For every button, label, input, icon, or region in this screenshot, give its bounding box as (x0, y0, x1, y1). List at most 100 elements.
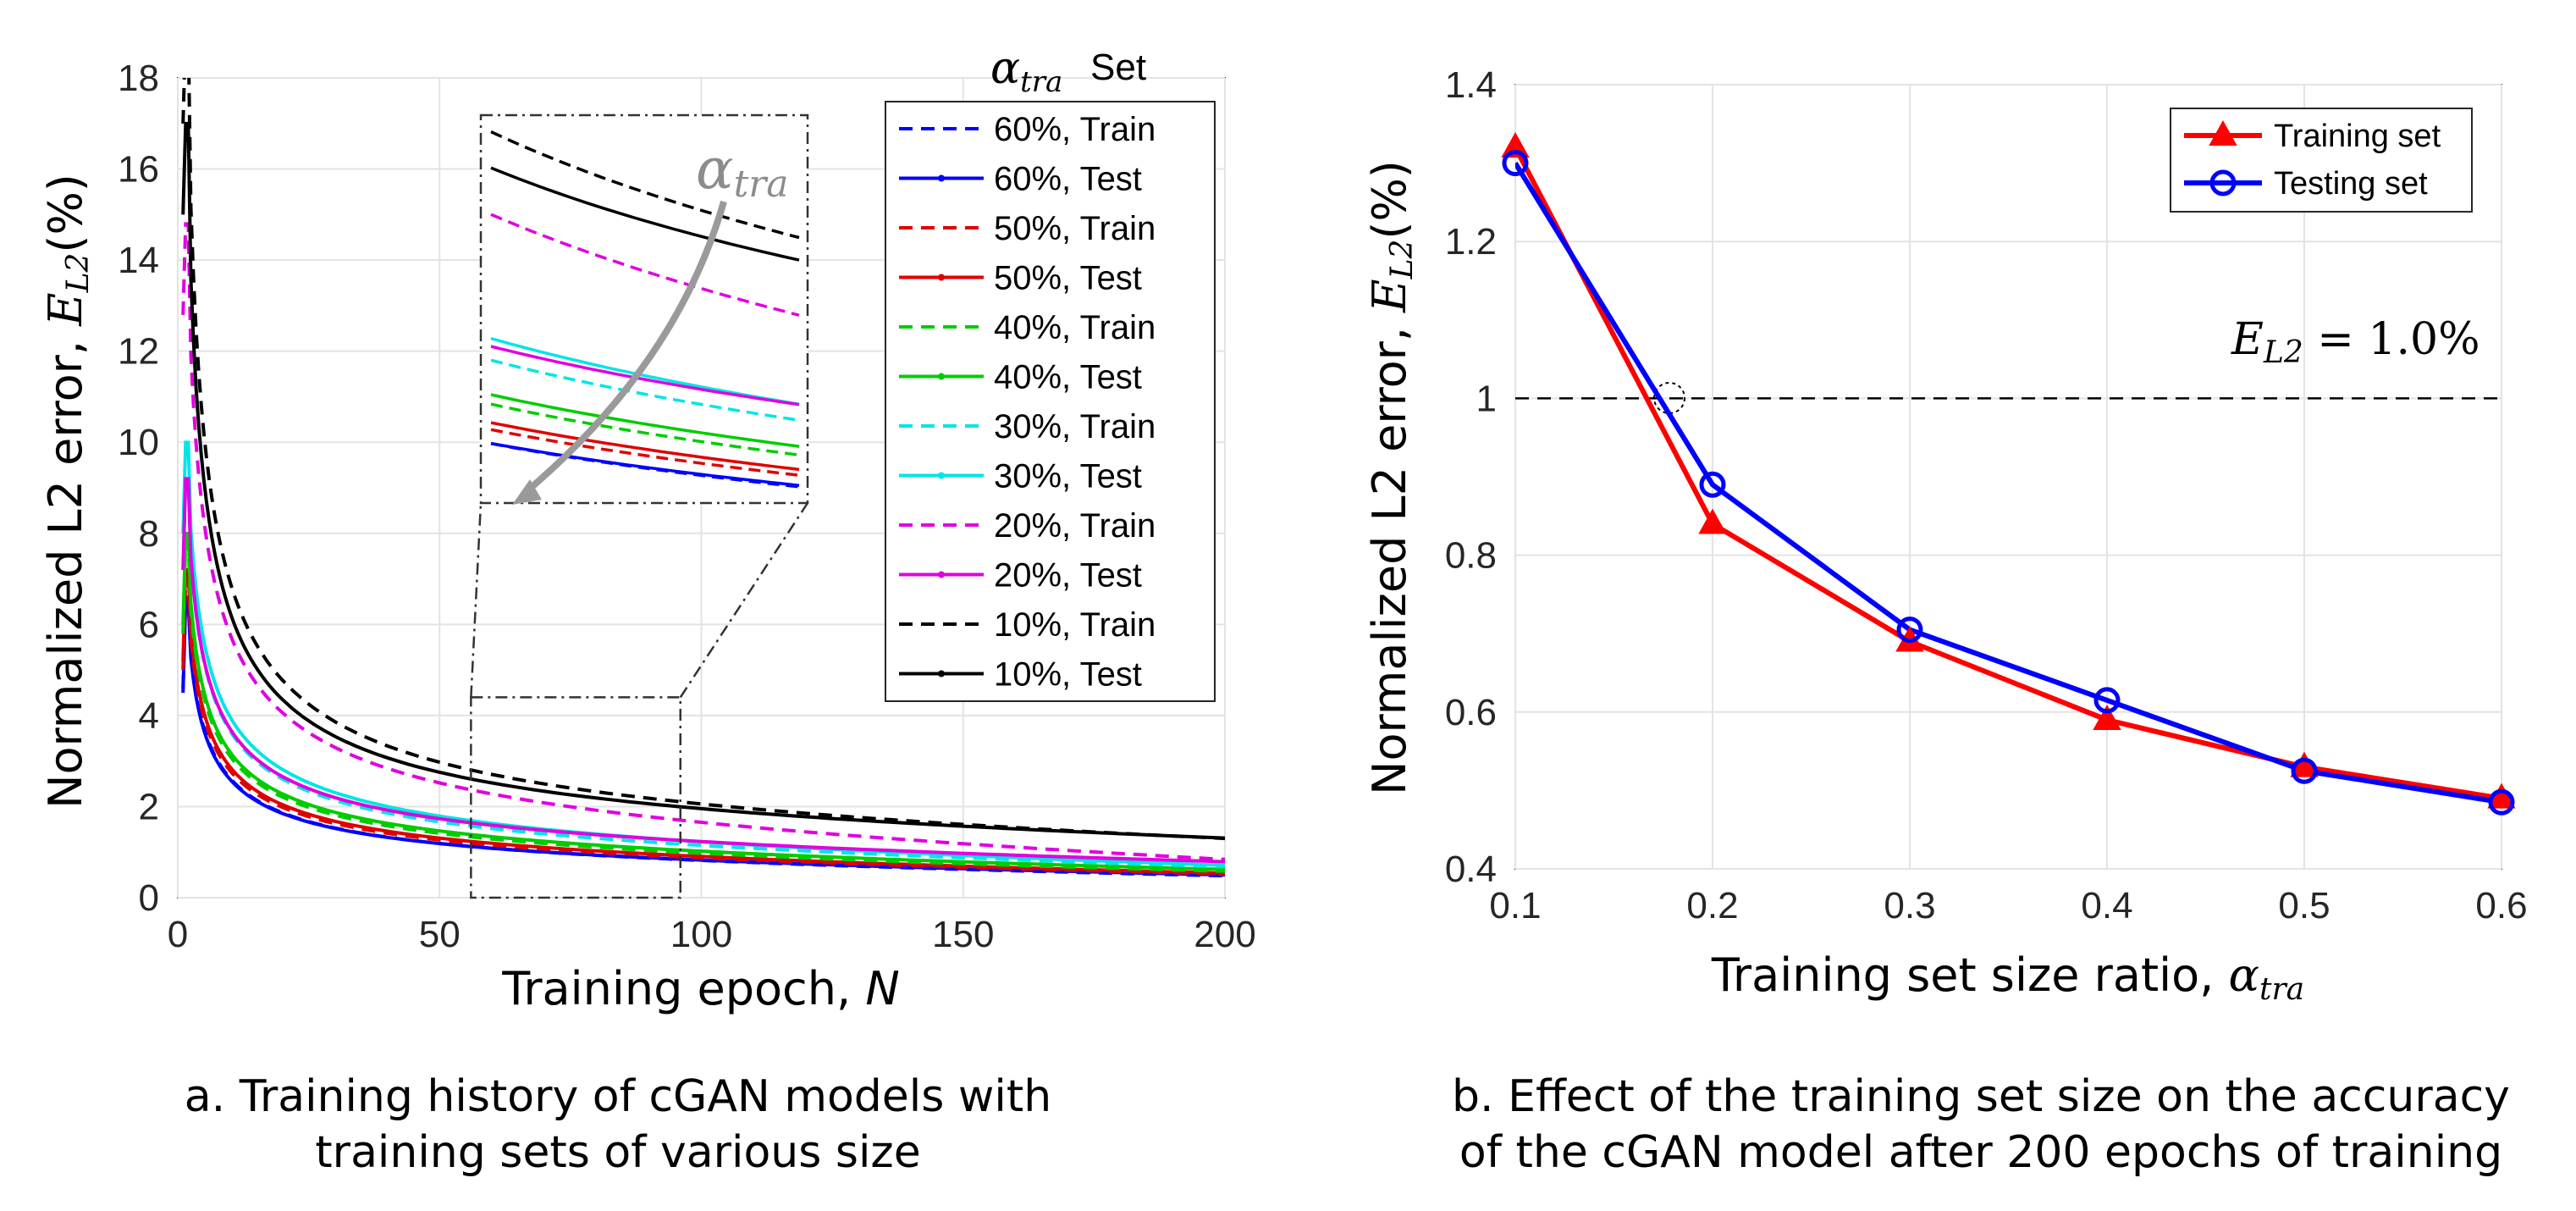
chart-a-xlabel: Training epoch, N (501, 962, 899, 1015)
inset-alpha-label: αtra (696, 136, 789, 206)
legend-a-label: 30%, Train (994, 408, 1156, 445)
chart-a-series-line (181, 477, 1225, 869)
chart-a-inset-line (490, 166, 800, 262)
legend-a-label: 50%, Test (994, 260, 1142, 297)
chart-a-ytick-label: 4 (139, 695, 159, 737)
legend-a-label: 60%, Train (994, 111, 1156, 148)
chart-b-data-point (1502, 150, 1529, 177)
chart-a-ytick-label: 14 (118, 240, 159, 281)
chart-b-ticks: 0.1 0.2 0.3 0.4 0.5 0.6 0.4 0.6 0.8 1 1.2 1.4 (1445, 64, 2528, 926)
zoom-connector-left (470, 502, 483, 698)
chart-a-inset-line (490, 213, 800, 317)
chart-a-inset-line (490, 393, 800, 448)
chart-a-inset-line (490, 441, 800, 487)
chart-b-plot-area (1514, 84, 2502, 870)
chart-a-ticks: 0 50 100 150 200 0 2 4 6 8 10 12 14 16 18 (118, 58, 1256, 955)
chart-b-data-point (1501, 132, 1530, 158)
chart-a-ytick-label: 16 (118, 149, 159, 191)
legend-a-label: 10%, Train (994, 606, 1156, 644)
chart-b-data-point (2093, 687, 2121, 714)
chart-b-xlabel: Training set size ratio, αtra (1711, 948, 2304, 1007)
chart-a-ytick-label: 10 (118, 422, 159, 463)
legend-a-marker (938, 571, 945, 578)
inset-arrow-head (512, 479, 542, 505)
caption-a-line1: a. Training history of cGAN models with (184, 1071, 1052, 1122)
chart-b-series-line (1515, 146, 2502, 801)
legend-a-marker (938, 174, 945, 182)
chart-b-xtick-label: 0.2 (1686, 885, 1738, 926)
chart-a-series-line (181, 477, 1225, 864)
caption-a-line2: training sets of various size (315, 1127, 921, 1178)
chart-a-inset-line (490, 130, 800, 240)
intersection-marker (1653, 382, 1685, 414)
caption-b: b. Effect of the training set size on th… (1388, 1069, 2573, 1181)
chart-b-ytick-label: 0.8 (1445, 535, 1497, 577)
legend-a-label: 30%, Test (994, 458, 1142, 495)
chart-a-series-line (181, 540, 1225, 873)
chart-b-ytick-label: 0.4 (1445, 849, 1497, 890)
chart-b-data-point (1698, 508, 1727, 534)
reference-line-label: EL2 = 1.0% (2231, 314, 2480, 370)
chart-a-ylabel: Normalized L2 error, EL2(%) (39, 174, 96, 809)
chart-b-xtick-label: 0.4 (2081, 885, 2132, 926)
chart-a-inset-line (490, 358, 800, 422)
chart-a-ytick-label: 2 (139, 786, 159, 827)
chart-a-inset-line (490, 345, 800, 406)
chart-a-series-line (181, 531, 1225, 871)
chart-a-xtick-label: 200 (1194, 914, 1255, 955)
chart-a-grid (177, 77, 1226, 899)
chart-a-series (181, 78, 1225, 878)
chart-a-xtick-label: 50 (419, 914, 461, 955)
legend-b-marker (2209, 119, 2237, 146)
chart-b-grid (1514, 84, 2502, 870)
legend-a-marker (938, 274, 945, 281)
chart-a: 0 50 100 150 200 0 2 4 6 8 10 12 14 16 18 αtra αtra Se… (39, 43, 1256, 1015)
chart-a-series-line (181, 567, 1225, 875)
chart-b-ytick-label: 0.6 (1445, 692, 1497, 733)
chart-b-ytick-label: 1.4 (1445, 64, 1497, 106)
chart-b-data-point (2487, 782, 2516, 809)
chart-a-xtick-label: 0 (168, 914, 188, 955)
chart-a-legend (885, 101, 1216, 702)
caption-b-line1: b. Effect of the training set size on th… (1452, 1071, 2510, 1122)
chart-b-xtick-label: 0.3 (1884, 885, 1935, 926)
legend-a-marker (938, 472, 945, 479)
chart-b-xtick-label: 0.5 (2278, 885, 2330, 926)
chart-a-ytick-label: 12 (118, 331, 159, 373)
chart-b-markers (1501, 132, 2516, 816)
chart-b-series (1515, 146, 2502, 805)
chart-b-data-point (2488, 788, 2515, 816)
chart-a-inset-line (490, 402, 800, 457)
chart-a-zoom-region (470, 502, 809, 899)
legend-a-label: 20%, Train (994, 507, 1156, 545)
legend-b-label: Training set (2274, 119, 2441, 154)
chart-b-series-line (1515, 162, 2502, 805)
chart-a-xtick-label: 100 (670, 914, 732, 955)
chart-b-data-point (2291, 757, 2318, 784)
caption-b-line2: of the cGAN model after 200 epochs of tr… (1459, 1127, 2503, 1178)
caption-a: a. Training history of cGAN models with … (135, 1069, 1100, 1181)
zoom-box (470, 696, 682, 899)
legend-a-marker (938, 373, 945, 380)
zoom-connector-right (679, 502, 809, 699)
chart-b-data-point (1896, 617, 1923, 644)
chart-b-data-point (1699, 471, 1726, 498)
chart-b-xtick-label: 0.6 (2475, 885, 2527, 926)
legend-title-alpha: αtra (990, 43, 1062, 99)
chart-a-inset-line (490, 428, 800, 477)
chart-a-ytick-label: 0 (139, 877, 159, 919)
chart-a-ytick-label: 18 (118, 58, 159, 99)
chart-b-ylabel: Normalized L2 error, EL2(%) (1363, 160, 1420, 795)
chart-b: 0.1 0.2 0.3 0.4 0.5 0.6 0.4 0.6 0.8 1 1.2 1.4 EL2 =… (1363, 64, 2528, 1007)
chart-a-series-line (181, 222, 1225, 861)
chart-a-ytick-label: 8 (139, 513, 159, 555)
chart-b-data-point (2290, 751, 2319, 777)
legend-b-marker (2209, 169, 2237, 196)
legend-a-label: 40%, Train (994, 309, 1156, 346)
legend-a-label: 40%, Test (994, 359, 1142, 396)
chart-b-ytick-label: 1 (1476, 378, 1497, 419)
chart-a-inset-series (490, 130, 800, 489)
chart-a-inset-line (490, 421, 800, 472)
legend-a-label: 50%, Train (994, 210, 1156, 247)
